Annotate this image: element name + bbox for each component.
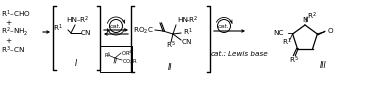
Text: R$^5$: R$^5$ — [166, 39, 176, 51]
Text: +: + — [5, 20, 11, 26]
Text: CN: CN — [81, 30, 91, 36]
FancyBboxPatch shape — [100, 46, 132, 72]
Text: II: II — [168, 62, 172, 71]
Text: HN: HN — [177, 17, 188, 23]
Text: N: N — [302, 17, 308, 23]
Text: –R$^2$: –R$^2$ — [185, 14, 198, 26]
Text: R$^1$: R$^1$ — [282, 36, 291, 48]
Text: –R$^2$: –R$^2$ — [76, 14, 89, 26]
Text: R$^2$–NH$_2$: R$^2$–NH$_2$ — [1, 26, 28, 38]
Text: OR$^4$: OR$^4$ — [121, 48, 133, 58]
Text: cat.: cat. — [218, 23, 230, 29]
Text: RO$_2$C: RO$_2$C — [133, 26, 154, 36]
Text: cat.: cat. — [110, 23, 122, 29]
Text: I: I — [75, 59, 77, 68]
Text: III: III — [320, 62, 326, 70]
Text: R$^5$: R$^5$ — [104, 50, 112, 60]
Text: R$^3$–CN: R$^3$–CN — [1, 44, 25, 56]
Text: O: O — [328, 28, 333, 34]
Text: R$^5$: R$^5$ — [290, 55, 299, 66]
Text: CO$_2$R: CO$_2$R — [122, 58, 138, 66]
Text: R$^1$–CHO: R$^1$–CHO — [1, 8, 31, 20]
Text: CN: CN — [182, 39, 192, 45]
Text: R$^2$: R$^2$ — [307, 10, 317, 22]
Text: +: + — [5, 38, 11, 44]
Text: R$^1$: R$^1$ — [53, 22, 63, 34]
Text: R$^1$: R$^1$ — [183, 26, 193, 38]
Text: NC: NC — [273, 30, 284, 36]
Text: HN: HN — [66, 17, 77, 23]
Text: cat.:: cat.: — [211, 51, 227, 57]
Text: Lewis base: Lewis base — [228, 51, 268, 57]
